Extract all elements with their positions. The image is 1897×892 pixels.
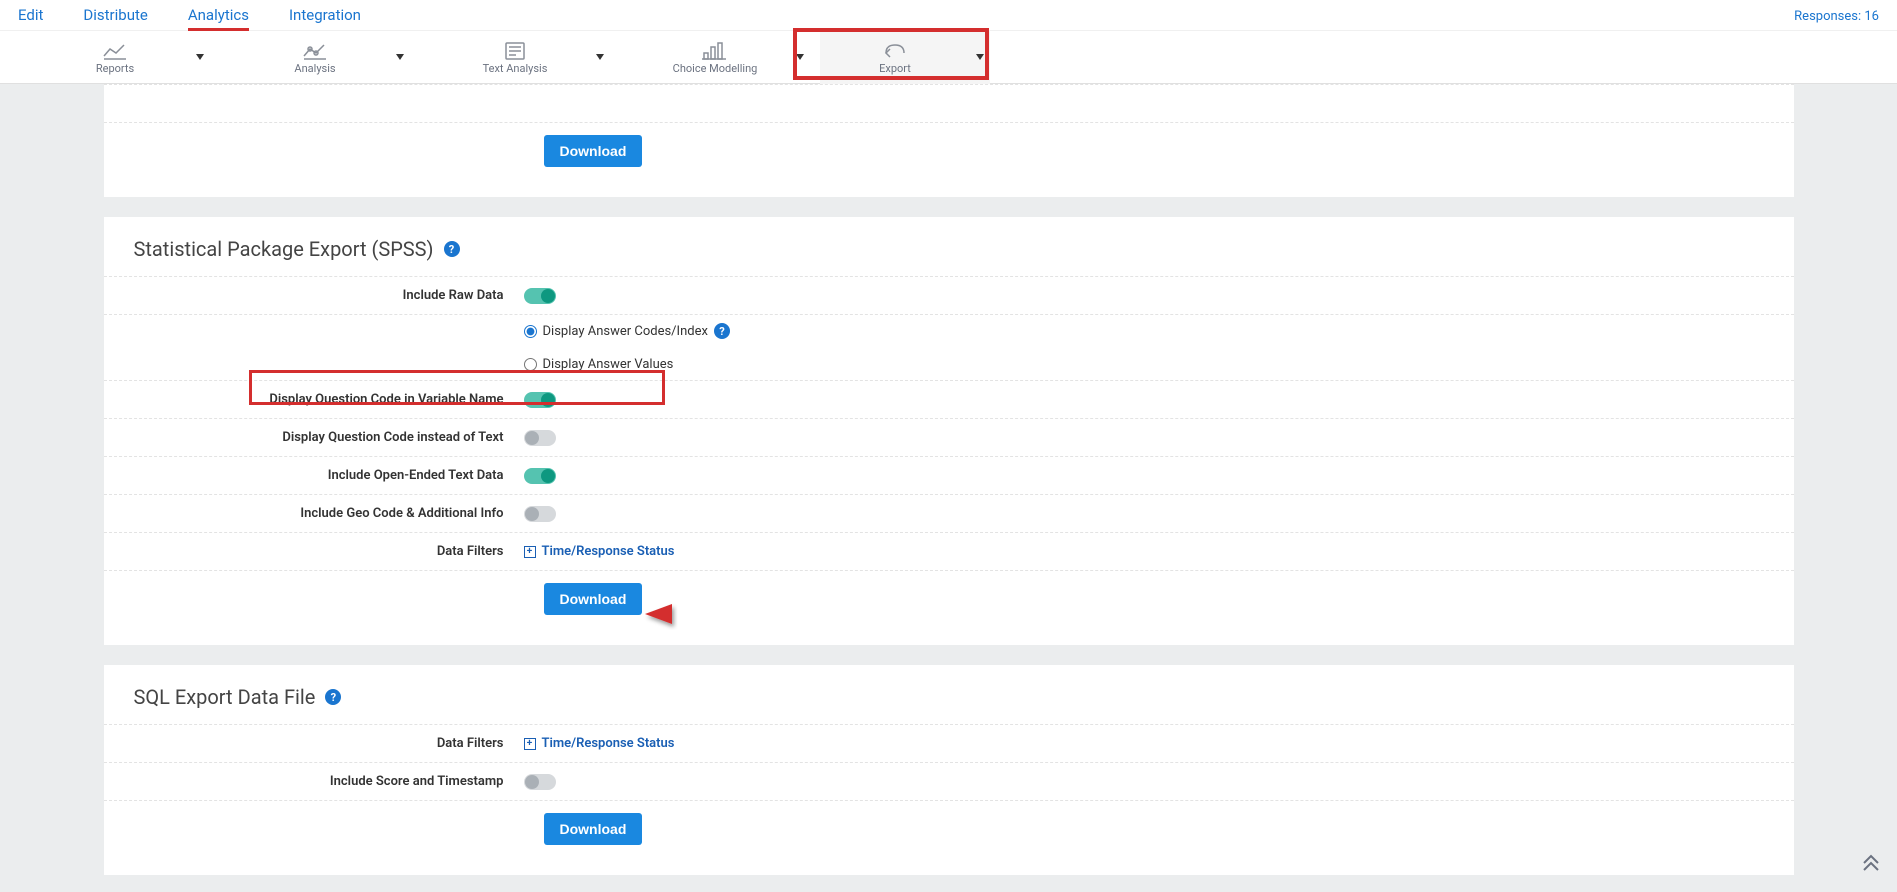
nav-tab-integration[interactable]: Integration [289, 0, 361, 30]
toolbar-analysis-label: Analysis [294, 62, 335, 75]
top-nav-tabs: Edit Distribute Analytics Integration [18, 0, 361, 30]
plus-icon: + [524, 546, 536, 558]
open-ended-label: Include Open-Ended Text Data [104, 468, 524, 483]
qcode-varname-toggle[interactable] [524, 392, 556, 408]
panel-sql-header: SQL Export Data File ? [104, 665, 1794, 724]
toolbar-analysis[interactable]: Analysis [240, 30, 390, 84]
include-raw-toggle[interactable] [524, 288, 556, 304]
display-codes-radio[interactable] [524, 325, 537, 338]
scroll-to-top[interactable] [1860, 851, 1882, 877]
toolbar-reports-label: Reports [96, 62, 134, 75]
text-analysis-icon [504, 40, 526, 62]
toolbar-reports[interactable]: Reports [40, 30, 190, 84]
geo-toggle[interactable] [524, 506, 556, 522]
analysis-icon [302, 40, 328, 62]
help-icon[interactable]: ? [325, 689, 341, 705]
qcode-varname-label: Display Question Code in Variable Name [104, 392, 524, 407]
sql-time-response-label: Time/Response Status [542, 736, 675, 751]
plus-icon: + [524, 738, 536, 750]
toolbar: Reports Analysis Text Analysis Choice Mo… [0, 30, 1897, 84]
score-ts-toggle[interactable] [524, 774, 556, 790]
qcode-instead-label: Display Question Code instead of Text [104, 430, 524, 445]
reports-icon [102, 40, 128, 62]
toolbar-export-label: Export [879, 62, 911, 75]
export-icon [882, 40, 908, 62]
nav-tab-analytics[interactable]: Analytics [188, 0, 249, 30]
responses-value: 16 [1864, 9, 1879, 24]
toolbar-analysis-caret[interactable] [390, 30, 410, 84]
toolbar-export-caret[interactable] [970, 30, 990, 84]
toolbar-choice-modelling-label: Choice Modelling [673, 62, 758, 75]
download-button-spss[interactable]: Download [544, 583, 643, 615]
responses-count[interactable]: Responses: 16 [1794, 9, 1879, 30]
sql-data-filters-label: Data Filters [104, 736, 524, 751]
toolbar-text-analysis[interactable]: Text Analysis [440, 30, 590, 84]
display-codes-radio-row[interactable]: Display Answer Codes/Index ? [524, 321, 730, 341]
geo-label: Include Geo Code & Additional Info [104, 506, 524, 521]
toolbar-reports-caret[interactable] [190, 30, 210, 84]
download-button-sql[interactable]: Download [544, 813, 643, 845]
data-filters-label: Data Filters [104, 544, 524, 559]
panel-sql: SQL Export Data File ? Data Filters + Ti… [104, 665, 1794, 875]
panel-spss: Statistical Package Export (SPSS) ? Incl… [104, 217, 1794, 645]
sql-time-response-expand[interactable]: + Time/Response Status [524, 736, 675, 751]
responses-label: Responses: [1794, 9, 1861, 24]
qcode-instead-toggle[interactable] [524, 430, 556, 446]
time-response-expand[interactable]: + Time/Response Status [524, 544, 675, 559]
help-icon[interactable]: ? [714, 323, 730, 339]
score-ts-label: Include Score and Timestamp [104, 774, 524, 789]
panel-sql-title: SQL Export Data File [134, 685, 316, 709]
panel-spss-title: Statistical Package Export (SPSS) [134, 237, 434, 261]
toolbar-choice-modelling[interactable]: Choice Modelling [640, 30, 790, 84]
time-response-label: Time/Response Status [542, 544, 675, 559]
open-ended-toggle[interactable] [524, 468, 556, 484]
toolbar-export[interactable]: Export [820, 30, 970, 84]
choice-modelling-icon [702, 40, 728, 62]
help-icon[interactable]: ? [444, 241, 460, 257]
display-values-radio[interactable] [524, 358, 537, 371]
panel-spss-header: Statistical Package Export (SPSS) ? [104, 217, 1794, 276]
display-codes-label: Display Answer Codes/Index [543, 324, 708, 339]
toolbar-text-analysis-caret[interactable] [590, 30, 610, 84]
panel-prev-download: Download [104, 84, 1794, 197]
download-button-1[interactable]: Download [544, 135, 643, 167]
top-nav: Edit Distribute Analytics Integration Re… [0, 0, 1897, 30]
toolbar-text-analysis-label: Text Analysis [483, 62, 548, 75]
display-values-label: Display Answer Values [543, 357, 674, 372]
nav-tab-edit[interactable]: Edit [18, 0, 43, 30]
nav-tab-distribute[interactable]: Distribute [83, 0, 147, 30]
display-values-radio-row[interactable]: Display Answer Values [524, 355, 674, 374]
toolbar-choice-modelling-caret[interactable] [790, 30, 810, 84]
include-raw-label: Include Raw Data [104, 288, 524, 303]
